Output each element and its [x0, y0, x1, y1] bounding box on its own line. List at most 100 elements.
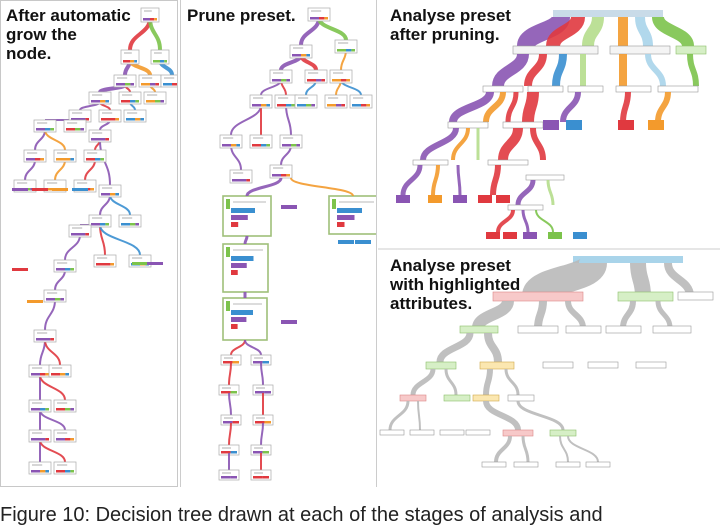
tr-flow-purple-5	[400, 164, 423, 196]
mid-low-node-1-bar-0	[253, 361, 263, 364]
mid-leaf-1	[355, 240, 371, 244]
mid-low-node-4-bar-1	[232, 421, 239, 424]
br-flow-1a	[522, 256, 607, 303]
tr-node-l1-b	[609, 45, 671, 55]
br-flow-5b	[417, 400, 421, 431]
mid-selected-node-2-bar-blue	[231, 256, 254, 261]
panel-analyse-pruned: Analyse preset after pruning.	[378, 0, 720, 250]
mid-node-11-bar-0	[222, 144, 231, 147]
tr-flow-red-4b	[530, 127, 546, 161]
br-node-l1-highlight-green	[617, 291, 674, 302]
br-flow-2d	[620, 300, 636, 329]
tr-node-l1-c	[675, 45, 707, 55]
br-flow-4a	[410, 368, 436, 396]
br-flow-1c	[664, 262, 694, 297]
left-branch-28	[44, 299, 56, 331]
left-node-25-bar-0	[96, 263, 105, 266]
left-node-9-bar-1	[80, 118, 86, 121]
left-node-7-bar-1	[130, 100, 136, 103]
mid-node-8-bar-2	[311, 104, 315, 107]
left-node-15-bar-1	[35, 158, 41, 161]
left-node-33-bar-0	[56, 408, 65, 411]
mid-leaf-0	[338, 240, 354, 244]
mid-node-0-bar-1	[319, 17, 325, 20]
br-node-l2-2	[605, 325, 642, 334]
mid-low-node-7-bar-0	[253, 451, 263, 454]
mid-selected-node-0-bar-red	[231, 222, 239, 227]
left-leaf-4	[132, 262, 148, 265]
left-node-6-bar-1	[100, 100, 106, 103]
tr-leaf-l6-1	[503, 232, 517, 239]
left-leaf-3	[72, 188, 88, 191]
mid-node-5-bar-1	[341, 79, 347, 82]
left-node-29-bar-2	[50, 338, 54, 341]
mid-low-node-3-bar-1	[264, 391, 271, 394]
tr-flow-red-4	[498, 127, 523, 161]
left-branch-1	[148, 17, 162, 51]
tr-node-l2-4	[657, 85, 699, 93]
tree-analyse-pruned	[378, 10, 720, 250]
mid-node-15-bar-0	[272, 174, 281, 177]
left-node-11-bar-0	[126, 118, 135, 121]
left-node-8-bar-2	[160, 100, 164, 103]
mid-low-node-9	[250, 469, 272, 481]
br-flow-6a	[494, 435, 512, 463]
left-node-22-bar-0	[91, 223, 100, 226]
mid-branch-low-a	[230, 339, 246, 356]
mid-low-node-6-bar-0	[221, 451, 231, 454]
left-node-23-bar-0	[121, 223, 130, 226]
br-flow-4c	[483, 368, 493, 396]
left-node-2-bar-1	[160, 60, 165, 63]
mid-low-node-4-bar-0	[223, 421, 233, 424]
mid-node-13-bar-1	[291, 144, 297, 147]
mid-node-11-bar-2	[236, 144, 240, 147]
tr-leaf-l5-0	[396, 195, 410, 203]
mid-low-node-7-bar-1	[262, 451, 269, 454]
left-node-3-bar-1	[125, 83, 131, 86]
mid-branch-low-4	[228, 392, 232, 416]
tr-flow-orange-3	[483, 91, 506, 123]
left-node-30-bar-2	[45, 373, 49, 376]
left-node-3-bar-0	[116, 83, 125, 86]
tr-leaf-l6-2	[523, 232, 537, 239]
mid-branch-low-3	[260, 362, 264, 386]
mid-node-0-bar-2	[324, 17, 328, 20]
left-node-21-bar-1	[110, 193, 116, 196]
left-node-32-bar-1	[40, 408, 46, 411]
tr-flow-orange-4	[451, 127, 470, 161]
br-node-l1-c	[677, 291, 714, 301]
br-flow-6b	[521, 435, 530, 463]
left-node-14-bar-2	[105, 138, 109, 141]
left-node-31-bar-2	[65, 373, 69, 376]
left-node-12-bar-2	[50, 128, 54, 131]
mid-branch-13	[230, 144, 242, 171]
br-flow-3a	[436, 332, 474, 363]
left-branch-27	[54, 269, 66, 291]
left-node-25-bar-2	[110, 263, 114, 266]
left-node-22-bar-2	[105, 223, 109, 226]
left-node-17-bar-0	[86, 158, 95, 161]
left-branch-34	[39, 409, 66, 431]
tr-node-l2-0	[482, 85, 524, 93]
br-flow-1b	[630, 262, 651, 297]
left-node-29-bar-0	[36, 338, 45, 341]
tr-flow-purple-5b	[456, 164, 462, 196]
mid-branch-sel-2	[243, 235, 249, 245]
left-node-28-bar-0	[46, 298, 55, 301]
br-node-l4-yellow	[472, 394, 500, 402]
mid-node-10-bar-1	[361, 104, 367, 107]
br-flow-2c	[565, 300, 586, 329]
br-leaf-l5-3	[465, 429, 491, 436]
mid-node-3-bar-2	[286, 79, 290, 82]
left-node-21-bar-0	[101, 193, 110, 196]
br-flow-2b	[534, 300, 547, 329]
left-node-37-bar-1	[65, 470, 71, 473]
left-node-10-bar-0	[101, 118, 110, 121]
tr-flow-lightblue-1	[635, 16, 653, 47]
br-node-l2-0	[517, 325, 559, 334]
panel-label-auto-grow: After automatic grow the node.	[6, 6, 131, 63]
left-branch-14	[34, 129, 46, 151]
mid-node-3-bar-1	[281, 79, 287, 82]
panel-prune: Prune preset.	[180, 0, 377, 487]
left-node-5-bar-1	[172, 83, 178, 86]
